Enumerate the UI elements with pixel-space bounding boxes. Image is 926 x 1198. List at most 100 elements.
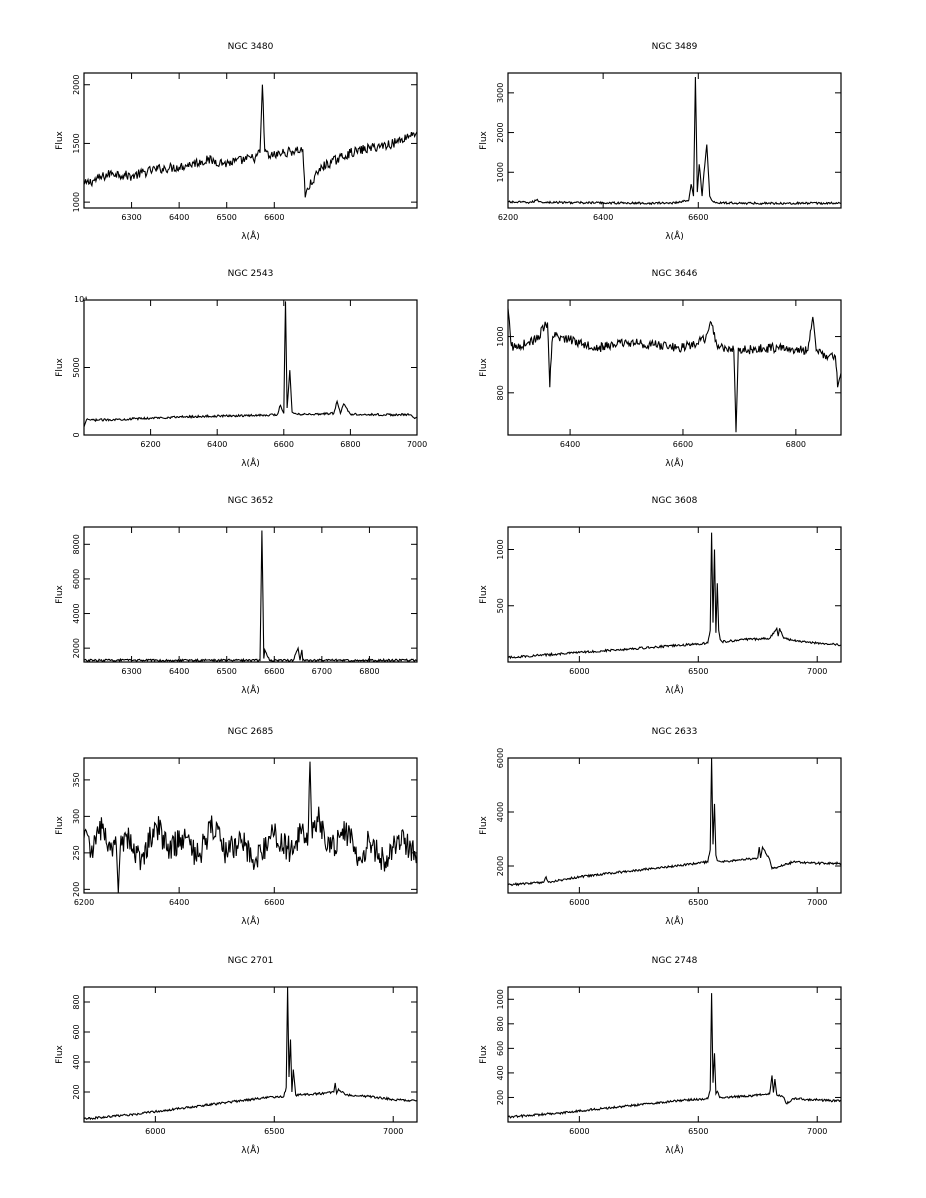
x-axis-label: λ(Å) [665, 230, 684, 242]
y-tick-label: 800 [72, 994, 81, 1009]
y-tick-label: 6000 [72, 569, 81, 589]
x-tick-label: 6200 [74, 898, 94, 907]
plot-frame [83, 72, 418, 209]
y-tick-label: 300 [72, 809, 81, 824]
x-tick-label: 6600 [274, 440, 294, 449]
x-tick-label: 6500 [217, 667, 237, 676]
spectrum-line [83, 986, 418, 1121]
x-tick-label: 6500 [217, 213, 237, 222]
y-tick-label: 1000 [496, 162, 505, 182]
x-tick-label: 6500 [688, 667, 708, 676]
x-axis-label: λ(Å) [665, 684, 684, 696]
x-tick-label: 7000 [407, 440, 427, 449]
spectrum-line [507, 308, 842, 433]
y-tick-label: 1000 [496, 989, 505, 1009]
x-tick-label: 7000 [383, 1127, 403, 1136]
plot-frame [507, 986, 842, 1123]
x-tick-label: 6700 [312, 667, 332, 676]
plot-frame [83, 757, 418, 894]
y-axis-label: Flux [479, 130, 489, 149]
x-axis-label: λ(Å) [665, 457, 684, 469]
spectrum-panel-8: NGC 2633 6000 6500 7000 2000 4000 6000 λ(Å) Flux [479, 727, 842, 927]
spectrum-line [507, 757, 842, 887]
spectrum-line [507, 993, 842, 1119]
y-tick-label: 2000 [72, 75, 81, 95]
y-tick-label: 500 [496, 598, 505, 613]
spectrum-line [83, 301, 417, 428]
x-tick-label: 6400 [169, 667, 189, 676]
y-tick-label: 1000 [496, 539, 505, 559]
y-tick-label: 4000 [496, 802, 505, 822]
panel-title: NGC 3646 [652, 269, 698, 279]
spectrum-line [507, 532, 842, 660]
spectrum-line [507, 76, 842, 206]
x-tick-label: 6800 [786, 440, 806, 449]
y-tick-label: 800 [496, 1016, 505, 1031]
x-axis-label: λ(Å) [241, 915, 260, 927]
spectrum-line [83, 84, 418, 198]
x-tick-label: 6500 [688, 898, 708, 907]
y-axis-label: Flux [479, 815, 489, 834]
spectrum-panel-4: NGC 3646 6400 6600 6800 800 1000 λ(Å) Flux [479, 269, 842, 469]
x-tick-label: 6400 [169, 213, 189, 222]
panel-title: NGC 3652 [228, 496, 274, 506]
panel-title: NGC 3608 [652, 496, 698, 506]
x-tick-label: 6500 [264, 1127, 284, 1136]
plot-frame [507, 757, 842, 894]
y-tick-label: 250 [72, 845, 81, 860]
panel-title: NGC 2701 [228, 956, 274, 966]
x-tick-label: 6300 [121, 667, 141, 676]
panel-title: NGC 3480 [228, 42, 274, 52]
x-tick-label: 6400 [560, 440, 580, 449]
x-tick-label: 6200 [498, 213, 518, 222]
x-tick-label: 7000 [807, 1127, 827, 1136]
y-tick-label: 4000 [72, 603, 81, 623]
x-tick-label: 6800 [340, 440, 360, 449]
y-axis-label: Flux [479, 584, 489, 603]
y-tick-label: 400 [72, 1054, 81, 1069]
y-tick-label: 2000 [496, 122, 505, 142]
y-tick-label: 200 [72, 1084, 81, 1099]
x-tick-label: 6400 [207, 440, 227, 449]
y-axis-label: Flux [55, 815, 65, 834]
x-tick-label: 6800 [359, 667, 379, 676]
x-tick-label: 6600 [673, 440, 693, 449]
spectrum-panel-5: NGC 3652 6300 6400 6500 6600 6700 6800 2000 4000… [55, 496, 418, 696]
y-tick-label: 1000 [72, 192, 81, 212]
y-axis-label: Flux [479, 1044, 489, 1063]
y-tick-label: 1000 [496, 326, 505, 346]
panel-title: NGC 2633 [652, 727, 698, 737]
y-tick-label: 200 [72, 882, 81, 897]
spectrum-panel-3: NGC 2543 6200 6400 6600 6800 7000 0 5000 10⁴ λ(Å)… [55, 269, 427, 469]
x-axis-label: λ(Å) [241, 684, 260, 696]
x-tick-label: 6600 [688, 213, 708, 222]
y-axis-label: Flux [55, 357, 65, 376]
x-tick-label: 6000 [145, 1127, 165, 1136]
spectrum-panel-1: NGC 3480 6300 6400 6500 6600 1000 1500 2000 λ(Å)… [55, 42, 418, 242]
spectrum-panel-2: NGC 3489 6200 6400 6600 1000 2000 3000 λ(Å) Flux [479, 42, 842, 242]
panel-title: NGC 2748 [652, 956, 698, 966]
y-exponent-label: 10⁴ [74, 295, 87, 304]
spectrum-line [83, 761, 418, 894]
x-tick-label: 6000 [569, 1127, 589, 1136]
spectrum-panel-9: NGC 2701 6000 6500 7000 200 400 600 800 λ(Å) Flux [55, 956, 418, 1156]
x-tick-label: 6600 [264, 213, 284, 222]
panel-title: NGC 3489 [652, 42, 698, 52]
y-tick-label: 3000 [496, 83, 505, 103]
plot-frame [507, 299, 842, 436]
y-tick-label: 600 [496, 1041, 505, 1056]
x-tick-label: 6000 [569, 667, 589, 676]
y-axis-label: Flux [479, 357, 489, 376]
y-tick-label: 200 [496, 1090, 505, 1105]
y-tick-label: 600 [72, 1024, 81, 1039]
x-tick-label: 7000 [807, 667, 827, 676]
x-tick-label: 6600 [264, 667, 284, 676]
y-axis-label: Flux [55, 584, 65, 603]
y-tick-label: 400 [496, 1065, 505, 1080]
y-axis-label: Flux [55, 1044, 65, 1063]
y-tick-label: 0 [72, 432, 81, 437]
y-tick-label: 800 [496, 385, 505, 400]
y-tick-label: 2000 [496, 856, 505, 876]
x-axis-label: λ(Å) [241, 1144, 260, 1156]
